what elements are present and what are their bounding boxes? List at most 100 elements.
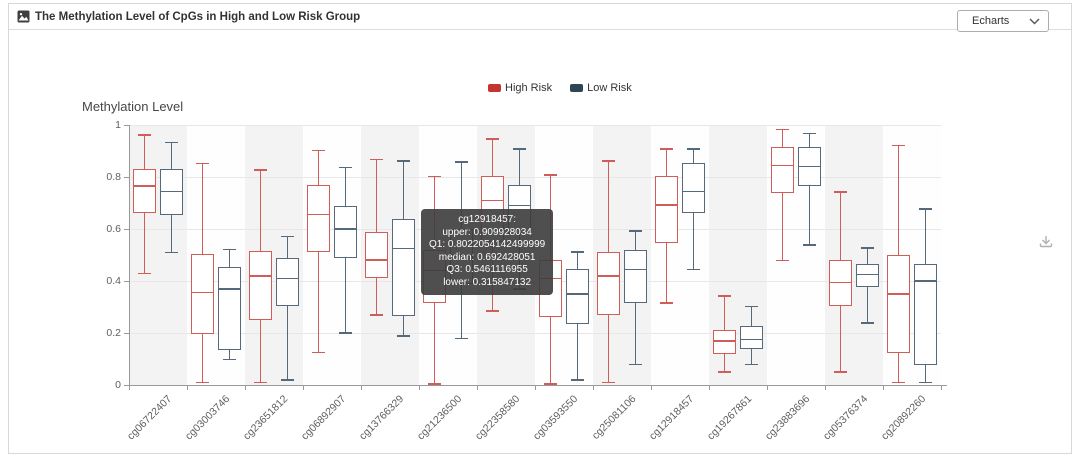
median-line [334, 228, 357, 230]
box-cg13766329-low-risk[interactable] [392, 159, 416, 338]
gridline [129, 125, 941, 126]
whisker-line [782, 128, 783, 261]
y-axis-tick-label: 0.4 [106, 275, 121, 287]
upper-whisker-cap [281, 235, 294, 237]
upper-whisker-cap [892, 144, 905, 146]
upper-whisker-cap [745, 305, 758, 308]
x-axis-tick [361, 385, 362, 390]
box-cg12918457-low-risk[interactable] [682, 147, 706, 271]
upper-whisker-cap [687, 148, 700, 150]
lower-whisker-cap [776, 259, 789, 262]
box-rect [655, 176, 678, 243]
box-rect [914, 264, 937, 366]
box-cg19267861-high-risk[interactable] [713, 294, 737, 374]
median-line [218, 288, 241, 290]
median-line [307, 213, 330, 216]
box-cg03003746-low-risk[interactable] [218, 248, 242, 362]
lower-whisker-cap [223, 358, 236, 360]
lower-whisker-cap [687, 268, 700, 271]
lower-whisker-cap [486, 310, 499, 312]
y-axis-line [129, 125, 130, 386]
median-line [481, 199, 504, 202]
box-cg03003746-high-risk[interactable] [191, 162, 215, 385]
box-cg19267861-low-risk[interactable] [740, 305, 764, 367]
box-rect [682, 162, 705, 214]
chart-card: The Methylation Level of CpGs in High an… [8, 3, 1072, 454]
box-cg20892260-high-risk[interactable] [887, 144, 911, 385]
box-cg20892260-low-risk[interactable] [914, 207, 938, 384]
y-axis-tick-label: 0.6 [106, 223, 121, 235]
box-cg12918457-high-risk[interactable] [655, 147, 679, 304]
upper-whisker-cap [196, 162, 209, 165]
median-line [914, 280, 937, 282]
median-line [740, 338, 763, 341]
box-cg23651812-high-risk[interactable] [249, 168, 273, 384]
median-line [713, 340, 736, 342]
x-axis-label: cg23883696 [763, 393, 813, 443]
download-icon[interactable] [1037, 233, 1055, 251]
x-axis-label: cg22358580 [473, 393, 523, 443]
box-rect [887, 255, 910, 353]
box-cg03593550-low-risk[interactable] [566, 250, 590, 382]
upper-whisker-cap [138, 134, 151, 136]
page-title: The Methylation Level of CpGs in High an… [35, 10, 361, 23]
box-rect [334, 205, 357, 258]
box-cg23883696-high-risk[interactable] [771, 128, 795, 262]
box-cg23651812-low-risk[interactable] [276, 235, 300, 382]
x-axis-tick [477, 385, 478, 390]
chart-type-select[interactable]: Echarts [957, 10, 1049, 32]
median-line [771, 164, 794, 167]
lower-whisker-cap [455, 337, 468, 340]
box-cg05376374-low-risk[interactable] [856, 246, 880, 324]
box-cg25081106-low-risk[interactable] [624, 229, 648, 366]
y-axis-tick [124, 333, 129, 334]
legend-item-high-risk[interactable]: High Risk [488, 82, 552, 94]
x-axis-tick [303, 385, 304, 390]
upper-whisker-cap [165, 141, 178, 144]
x-axis-label: cg06722407 [125, 393, 175, 443]
box-cg06892907-high-risk[interactable] [307, 149, 331, 355]
chart-legend: High Risk Low Risk [488, 82, 632, 94]
upper-whisker-cap [455, 161, 468, 163]
x-axis-label: cg12918457 [647, 393, 697, 443]
y-axis-tick [124, 229, 129, 230]
card-header: The Methylation Level of CpGs in High an… [9, 4, 1071, 30]
legend-item-low-risk[interactable]: Low Risk [570, 82, 632, 94]
x-axis-tick [709, 385, 710, 390]
boxplot-chart: 0 0.2 0.4 0.6 0.8 1 cg06722407 cg03003746 cg2365… [9, 4, 1071, 453]
split-area-band [129, 125, 187, 385]
box-cg06722407-low-risk[interactable] [160, 141, 184, 255]
box-cg13766329-high-risk[interactable] [365, 158, 389, 317]
tooltip: cg12918457: upper: 0.909928034 Q1: 0.8022… [421, 209, 554, 295]
chevron-down-icon [1029, 18, 1040, 24]
x-axis-tick [129, 385, 130, 390]
lower-whisker-cap [339, 332, 352, 334]
box-cg25081106-high-risk[interactable] [597, 159, 621, 384]
lower-whisker-cap [397, 335, 410, 337]
box-cg06892907-low-risk[interactable] [334, 166, 358, 335]
box-rect [276, 257, 299, 306]
y-axis-title: Methylation Level [82, 99, 184, 114]
whisker-line [287, 235, 288, 380]
median-line [682, 190, 705, 193]
median-line [160, 190, 183, 193]
upper-whisker-cap [312, 149, 325, 152]
x-axis-label: cg03003746 [183, 393, 233, 443]
x-axis-tick [883, 385, 884, 390]
x-axis-tick [535, 385, 536, 390]
box-rect [856, 264, 879, 288]
tooltip-line: Q3: 0.5461116955 [446, 264, 528, 276]
upper-whisker-cap [776, 128, 789, 131]
box-cg05376374-high-risk[interactable] [829, 190, 853, 374]
y-axis-tick-label: 0 [115, 379, 121, 391]
lower-whisker-cap [312, 351, 325, 354]
box-cg06722407-high-risk[interactable] [133, 133, 157, 275]
x-axis-tick [651, 385, 652, 390]
x-axis-label: cg21236500 [415, 393, 465, 443]
lower-whisker-cap [544, 383, 557, 385]
upper-whisker-cap [254, 169, 267, 171]
upper-whisker-cap [602, 160, 615, 162]
upper-whisker-cap [919, 208, 932, 210]
median-line [249, 275, 272, 277]
box-cg23883696-low-risk[interactable] [798, 132, 822, 247]
